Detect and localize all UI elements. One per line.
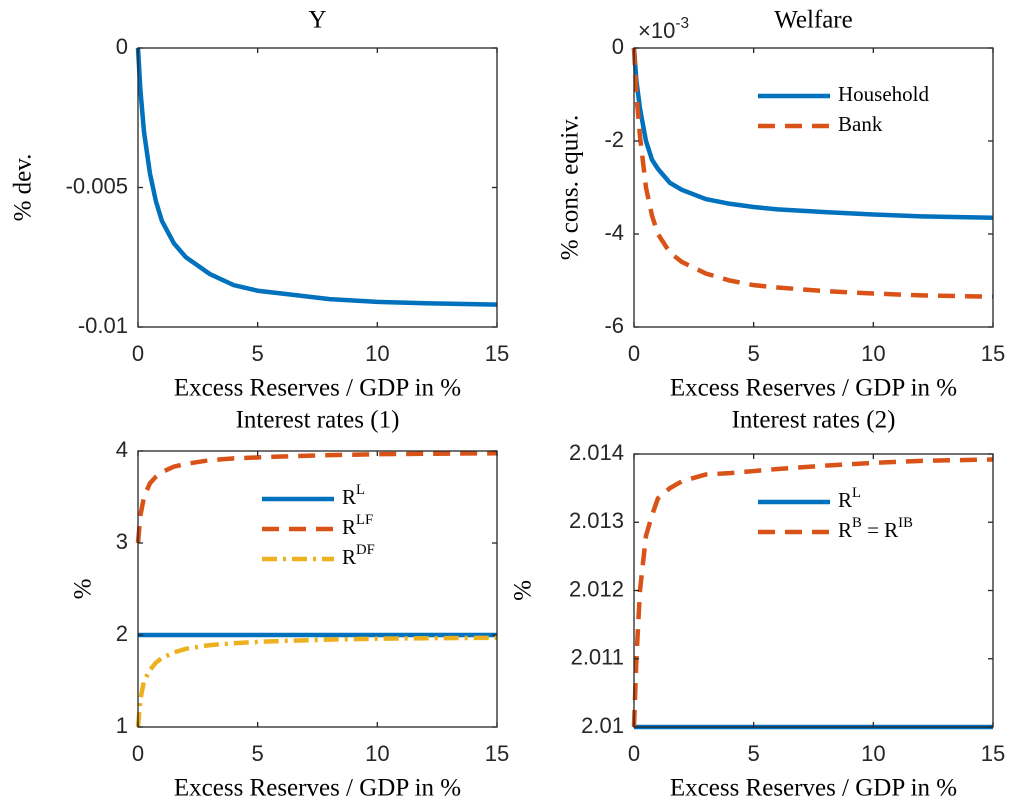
y-tick-label: -0.005 [66, 173, 128, 198]
x-tick-label: 0 [132, 741, 144, 766]
x-tick-label: 15 [485, 341, 509, 366]
y-tick-label: 2.01 [581, 713, 624, 738]
axis-multiplier: ×10-3 [638, 15, 689, 43]
x-tick-label: 5 [252, 341, 264, 366]
x-tick-label: 0 [628, 741, 640, 766]
x-axis-label: Excess Reserves / GDP in % [670, 375, 957, 402]
y-tick-label: 0 [612, 34, 624, 59]
x-tick-label: 5 [748, 741, 760, 766]
x-tick-label: 10 [861, 741, 885, 766]
plot-area [631, 457, 994, 730]
legend-label: RDF [342, 542, 375, 568]
x-tick-label: 10 [365, 341, 389, 366]
plot-area [135, 47, 498, 307]
x-tick-label: 5 [252, 741, 264, 766]
y-axis-label: % [70, 579, 97, 600]
chart-title: Welfare [774, 7, 852, 34]
y-tick-label: 2.012 [569, 576, 624, 601]
x-tick-label: 5 [748, 341, 760, 366]
y-tick-label: -6 [604, 313, 624, 338]
legend-label: Bank [838, 112, 883, 136]
x-tick-label: 10 [861, 341, 885, 366]
data-line [135, 451, 498, 544]
chart-title: Interest rates (1) [236, 407, 400, 434]
x-tick-label: 15 [981, 341, 1005, 366]
y-axis-label: % [510, 580, 537, 601]
legend-label: RB = RIB [838, 515, 913, 541]
data-line [631, 457, 994, 728]
legend-label: RL [342, 482, 365, 508]
axes-box [137, 47, 498, 328]
x-tick-label: 10 [365, 741, 389, 766]
x-tick-label: 0 [628, 341, 640, 366]
x-axis-label: Excess Reserves / GDP in % [174, 775, 461, 802]
data-line [135, 47, 498, 307]
data-line [135, 635, 498, 728]
legend-label: RL [838, 485, 861, 511]
y-tick-label: 2.011 [571, 645, 624, 670]
legend-label: Household [838, 82, 929, 106]
y-axis-label: % dev. [10, 154, 37, 222]
legend-label: RLF [342, 512, 373, 538]
y-tick-label: -4 [604, 220, 624, 245]
y-tick-label: 4 [116, 437, 128, 462]
data-line [631, 47, 994, 220]
y-tick-label: 3 [116, 529, 128, 554]
y-tick-label: 0 [116, 34, 128, 59]
axes-box [633, 453, 994, 728]
y-tick-label: 2 [116, 621, 128, 646]
axes-box [137, 450, 498, 728]
x-tick-label: 0 [132, 341, 144, 366]
y-tick-label: 2.013 [569, 508, 624, 533]
axes-box [633, 47, 994, 328]
x-tick-label: 15 [485, 741, 509, 766]
x-axis-label: Excess Reserves / GDP in % [174, 375, 461, 402]
chart-title: Interest rates (2) [732, 407, 896, 434]
plot-area [631, 47, 994, 300]
plot-area [135, 451, 498, 728]
y-tick-label: 1 [116, 713, 128, 738]
data-line [631, 47, 994, 300]
y-tick-label: -2 [604, 127, 624, 152]
y-tick-label: 2.014 [569, 440, 624, 465]
x-axis-label: Excess Reserves / GDP in % [670, 775, 957, 802]
x-tick-label: 15 [981, 741, 1005, 766]
y-axis-label: % cons. equiv. [557, 115, 584, 261]
chart-title: Y [308, 7, 326, 34]
y-tick-label: -0.01 [78, 313, 128, 338]
